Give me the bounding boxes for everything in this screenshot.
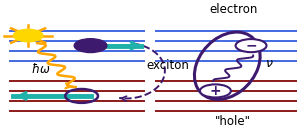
Circle shape [236,39,266,52]
Circle shape [200,84,231,97]
Text: $\hbar\omega$: $\hbar\omega$ [31,62,51,76]
Circle shape [14,29,43,42]
Text: −: − [245,38,257,52]
Text: +: + [210,84,221,98]
Text: $\nu$: $\nu$ [265,57,273,70]
Text: "hole": "hole" [215,115,251,128]
Text: exciton: exciton [146,59,189,72]
Text: electron: electron [209,3,257,16]
Circle shape [74,39,107,53]
